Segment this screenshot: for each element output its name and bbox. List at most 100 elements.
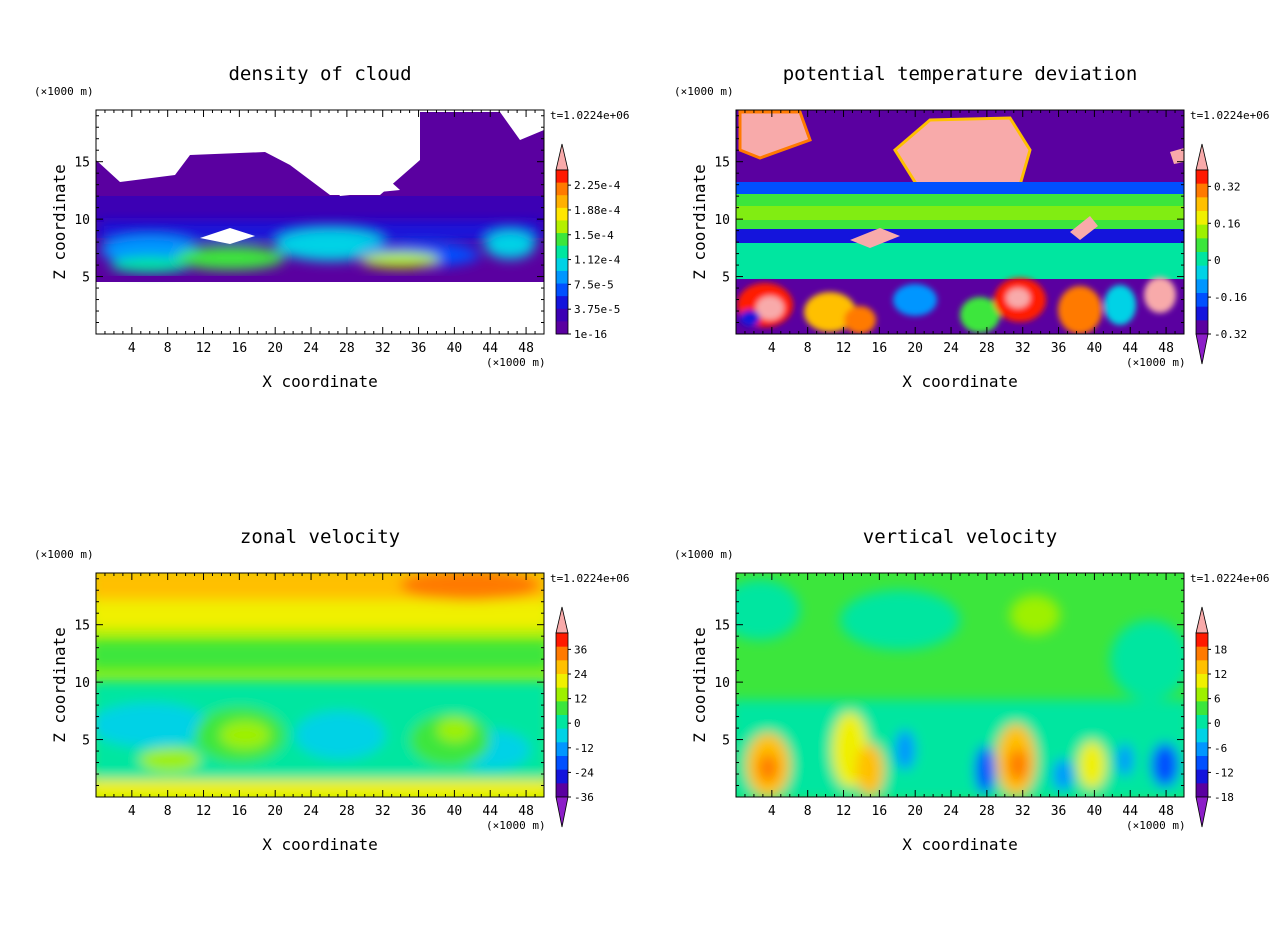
x-tick-label: 8: [164, 341, 172, 356]
colorbar-swatch: [1196, 306, 1208, 321]
colorbar-label: -36: [574, 791, 594, 804]
x-tick-label: 40: [1087, 804, 1103, 819]
colorbar-swatch: [556, 742, 568, 757]
field-cloud-density: [96, 110, 544, 334]
colorbar-label: 2.25e-4: [574, 179, 621, 192]
y-tick-label: 10: [74, 676, 90, 691]
chart-title: density of cloud: [228, 63, 411, 85]
colorbar-swatch: [1196, 715, 1208, 730]
field-potential-temperature: [736, 110, 1184, 334]
x-tick-label: 28: [339, 341, 355, 356]
colorbar-swatch: [556, 245, 568, 259]
x-tick-label: 40: [447, 804, 463, 819]
x-tick-label: 44: [482, 341, 498, 356]
colorbar-swatch: [556, 182, 568, 196]
x-unit-label: (×1000 m): [1126, 819, 1186, 832]
colorbar: 2.25e-4 1.88e-4 1.5e-4 1.12e-4 7.5e-5 3.75e-5…: [555, 143, 621, 341]
colorbar-swatch: [556, 283, 568, 297]
x-unit-label: (×1000 m): [486, 819, 546, 832]
colorbar-swatch: [1196, 170, 1208, 185]
x-tick-label: 20: [267, 804, 283, 819]
time-label: t=1.0224e+06: [1190, 572, 1269, 585]
colorbar-overflow-top: [1195, 606, 1209, 634]
chart-panel-0: density of cloud(×1000 m)t=1.0224e+064 8 1…: [34, 63, 629, 391]
y-axis-label: Z coordinate: [690, 627, 709, 743]
colorbar: 0.32 0.16 0 -0.16 -0.32: [1195, 143, 1247, 365]
colorbar-label: -18: [1214, 791, 1234, 804]
y-unit-label: (×1000 m): [674, 548, 734, 561]
colorbar-label: 0.16: [1214, 217, 1241, 230]
colorbar-label: 12: [574, 693, 587, 706]
colorbar-swatch: [556, 233, 568, 247]
chart-title: zonal velocity: [240, 526, 400, 548]
x-tick-label: 12: [196, 804, 212, 819]
colorbar-swatch: [1196, 279, 1208, 294]
x-tick-label: 16: [232, 804, 248, 819]
colorbar-overflow-top: [1195, 143, 1209, 171]
colorbar-swatch: [1196, 211, 1208, 226]
colorbar-swatch: [1196, 320, 1208, 335]
x-axis-label: X coordinate: [902, 835, 1018, 854]
colorbar-swatch: [1196, 674, 1208, 689]
x-tick-label: 32: [1015, 804, 1031, 819]
y-tick-label: 5: [722, 271, 730, 286]
time-label: t=1.0224e+06: [550, 109, 629, 122]
colorbar-swatch: [1196, 633, 1208, 648]
x-tick-label: 16: [232, 341, 248, 356]
x-tick-label: 24: [943, 804, 959, 819]
colorbar-label: 0: [574, 717, 581, 730]
colorbar-frame: [555, 169, 569, 335]
colorbar-label: 7.5e-5: [574, 278, 614, 291]
x-tick-label: 12: [196, 341, 212, 356]
colorbar-label: 3.75e-5: [574, 303, 620, 316]
colorbar-swatch: [556, 258, 568, 272]
colorbar-swatch: [556, 783, 568, 798]
x-tick-label: 16: [872, 341, 888, 356]
x-tick-label: 16: [872, 804, 888, 819]
colorbar-label: 12: [1214, 668, 1227, 681]
x-unit-label: (×1000 m): [1126, 356, 1186, 369]
colorbar-swatch: [1196, 742, 1208, 757]
x-tick-label: 12: [836, 341, 852, 356]
x-tick-label: 8: [804, 341, 812, 356]
colorbar: 18 12 6 0 -6 -12 -18: [1195, 606, 1234, 828]
colorbar-swatch: [556, 321, 568, 335]
colorbar-label: -24: [574, 766, 594, 779]
colorbar-label: 6: [1214, 693, 1221, 706]
x-tick-label: 36: [1051, 341, 1067, 356]
colorbar-swatch: [556, 646, 568, 661]
colorbar: 36 24 12 0 -12 -24 -36: [555, 606, 594, 828]
y-tick-label: 15: [74, 156, 90, 171]
colorbar-label: 0.32: [1214, 180, 1241, 193]
colorbar-swatch: [556, 687, 568, 702]
colorbar-label: -6: [1214, 742, 1227, 755]
y-axis-label: Z coordinate: [50, 164, 69, 280]
colorbar-label: 0: [1214, 717, 1221, 730]
colorbar-label: 1e-16: [574, 328, 607, 341]
colorbar-overflow-bottom: [1195, 333, 1209, 365]
colorbar-overflow-top: [555, 143, 569, 171]
colorbar-swatch: [556, 308, 568, 322]
colorbar-overflow-bottom: [555, 796, 569, 828]
time-label: t=1.0224e+06: [550, 572, 629, 585]
x-tick-label: 44: [482, 804, 498, 819]
y-tick-label: 5: [722, 734, 730, 749]
x-tick-label: 20: [267, 341, 283, 356]
y-tick-label: 15: [714, 619, 730, 634]
x-tick-label: 32: [375, 804, 391, 819]
colorbar-swatch: [556, 728, 568, 743]
x-tick-label: 20: [907, 804, 923, 819]
time-label: t=1.0224e+06: [1190, 109, 1269, 122]
colorbar-swatch: [1196, 183, 1208, 198]
colorbar-label: -12: [574, 742, 594, 755]
colorbar-label: 24: [574, 668, 588, 681]
field-vertical-velocity: [736, 573, 1184, 797]
x-tick-label: 4: [128, 341, 136, 356]
colorbar-swatch: [1196, 197, 1208, 212]
x-tick-label: 24: [943, 341, 959, 356]
y-tick-label: 15: [74, 619, 90, 634]
x-tick-label: 12: [836, 804, 852, 819]
colorbar-swatch: [556, 660, 568, 675]
x-tick-label: 48: [518, 804, 534, 819]
x-tick-label: 44: [1122, 804, 1138, 819]
